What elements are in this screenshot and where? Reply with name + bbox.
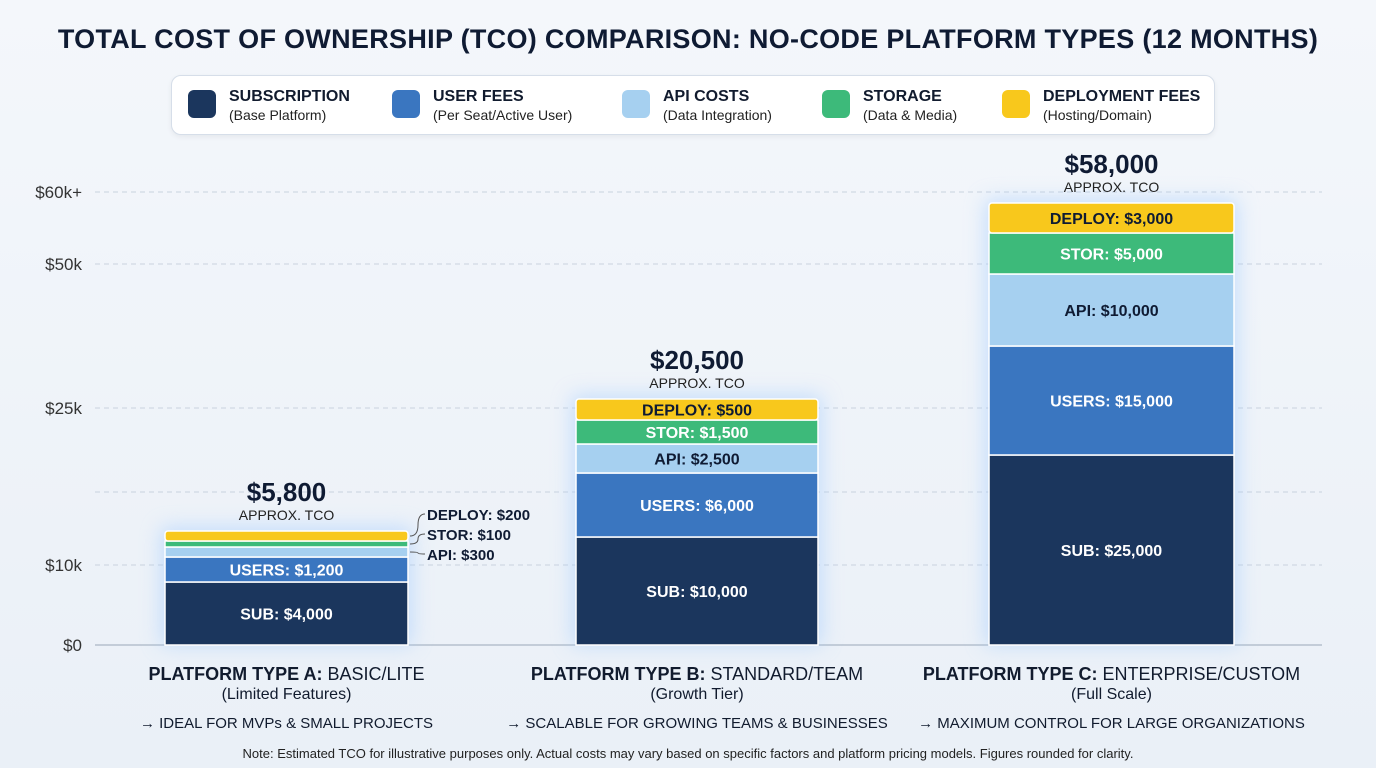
bar-segment-subscription: [575, 536, 819, 646]
y-tick-label: $60k+: [35, 183, 82, 202]
category-name-bold: PLATFORM TYPE C:: [922, 664, 1098, 684]
bar-segment-api-costs: [988, 273, 1235, 347]
total-label: $5,800: [247, 477, 327, 507]
bar-segment-deployment-fees: [988, 202, 1235, 234]
legend-label: API COSTS: [663, 88, 750, 105]
bar-segment-subscription: [988, 454, 1235, 646]
legend: SUBSCRIPTION (Base Platform) USER FEES (Pe…: [171, 75, 1215, 135]
data-label: STOR: $5,000: [1060, 247, 1163, 264]
bar-segment-api-costs: [164, 546, 409, 558]
category-name: STANDARD/TEAM: [705, 664, 864, 684]
category-description: → MAXIMUM CONTROL FOR LARGE ORGANIZATION…: [918, 715, 1305, 732]
bar-segment-subscription: [164, 581, 409, 646]
category-description: → SCALABLE FOR GROWING TEAMS & BUSINESSE…: [506, 715, 888, 732]
category-sublabel: (Limited Features): [221, 686, 352, 703]
legend-swatch: [1002, 90, 1030, 118]
legend-sublabel: (Per Seat/Active User): [433, 107, 573, 123]
bar-stack: SUB: $4,000 USERS: $1,200 API: $300 STOR: $…: [164, 507, 530, 646]
bar-stack: SUB: $25,000 USERS: $15,000 API: $10,000 ST…: [988, 202, 1235, 646]
data-label: USERS: $1,200: [230, 563, 344, 580]
category-label: PLATFORM TYPE C: ENTERPRISE/CUSTOM (Full…: [902, 663, 1322, 732]
data-label: SUB: $10,000: [646, 584, 747, 601]
legend-item: DEPLOYMENT FEES (Hosting/Domain): [1002, 88, 1200, 124]
data-label: USERS: $15,000: [1050, 394, 1173, 411]
category-label: PLATFORM TYPE A: BASIC/LITE (Limited Fea…: [77, 663, 497, 732]
bar-segment-user-fees: [575, 472, 819, 538]
category-name: ENTERPRISE/CUSTOM: [1097, 664, 1301, 684]
bar-segment-storage: [164, 540, 409, 548]
total-sublabel: APPROX. TCO: [1064, 179, 1160, 195]
leader-line: [409, 513, 426, 537]
data-label: DEPLOY: $3,000: [1050, 211, 1173, 228]
y-tick-label: $25k: [45, 399, 82, 418]
category-label: PLATFORM TYPE B: STANDARD/TEAM (Growth T…: [487, 663, 907, 732]
bar-segment-user-fees: [988, 345, 1235, 456]
footnote: Note: Estimated TCO for illustrative pur…: [242, 746, 1134, 761]
leader-line: [409, 551, 426, 555]
data-label: API: $300: [427, 547, 495, 564]
data-label: SUB: $25,000: [1061, 543, 1162, 560]
data-label: STOR: $100: [427, 527, 511, 544]
y-tick-label: $10k: [45, 556, 82, 575]
bar-segment-api-costs: [575, 443, 819, 474]
bar-segment-storage: [988, 232, 1235, 275]
category-name-bold: PLATFORM TYPE A:: [148, 664, 323, 684]
data-label: API: $2,500: [654, 452, 739, 469]
total-sublabel: APPROX. TCO: [239, 507, 335, 523]
legend-label: USER FEES: [433, 88, 524, 105]
total-label: $58,000: [1065, 149, 1159, 179]
bar-segment-deployment-fees: [164, 530, 409, 542]
data-label: DEPLOY: $500: [642, 403, 752, 420]
category-sublabel: (Growth Tier): [650, 686, 744, 703]
legend-item: USER FEES (Per Seat/Active User): [392, 88, 572, 124]
legend-sublabel: (Base Platform): [229, 107, 327, 123]
legend-sublabel: (Data & Media): [863, 107, 958, 123]
legend-label: STORAGE: [863, 88, 942, 105]
total-sublabel: APPROX. TCO: [649, 375, 745, 391]
data-label: STOR: $1,500: [646, 425, 749, 442]
y-tick-label: $50k: [45, 255, 82, 274]
data-label: SUB: $4,000: [240, 607, 333, 624]
legend-sublabel: (Hosting/Domain): [1043, 107, 1152, 123]
legend-item: SUBSCRIPTION (Base Platform): [188, 88, 350, 124]
legend-item: STORAGE (Data & Media): [822, 88, 957, 124]
total-label: $20,500: [650, 345, 744, 375]
bar-segment-storage: [575, 419, 819, 445]
leader-line: [409, 533, 426, 545]
bar-stack: SUB: $10,000 USERS: $6,000 API: $2,500 STOR…: [575, 398, 819, 646]
data-label: API: $10,000: [1064, 303, 1158, 320]
legend-swatch: [822, 90, 850, 118]
bar-segment-deployment-fees: [575, 398, 819, 421]
data-label: USERS: $6,000: [640, 498, 754, 515]
category-sublabel: (Full Scale): [1071, 686, 1152, 703]
legend-swatch: [188, 90, 216, 118]
legend-label: SUBSCRIPTION: [229, 88, 350, 105]
y-tick-label: $0: [63, 636, 82, 655]
category-description: → IDEAL FOR MVPs & SMALL PROJECTS: [139, 715, 434, 732]
bar-segment-user-fees: [164, 556, 409, 583]
legend-item: API COSTS (Data Integration): [622, 88, 772, 124]
legend-sublabel: (Data Integration): [663, 107, 772, 123]
legend-swatch: [622, 90, 650, 118]
legend-label: DEPLOYMENT FEES: [1043, 88, 1201, 105]
chart-title: TOTAL COST OF OWNERSHIP (TCO) COMPARISON…: [57, 24, 1319, 54]
legend-swatch: [392, 90, 420, 118]
category-name-bold: PLATFORM TYPE B:: [530, 664, 706, 684]
data-label: DEPLOY: $200: [427, 507, 530, 524]
category-name: BASIC/LITE: [322, 664, 425, 684]
